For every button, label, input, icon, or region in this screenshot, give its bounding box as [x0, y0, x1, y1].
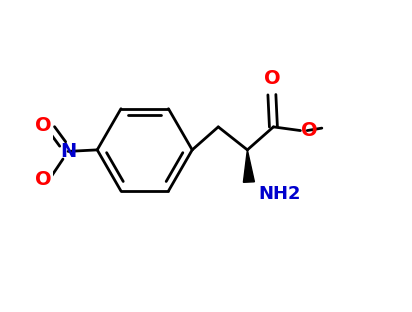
- Text: O: O: [35, 116, 52, 135]
- Text: N: N: [60, 142, 76, 161]
- Text: NH2: NH2: [258, 185, 301, 203]
- Polygon shape: [243, 150, 255, 182]
- Text: O: O: [264, 69, 280, 88]
- Text: O: O: [35, 170, 52, 189]
- Text: O: O: [301, 121, 318, 140]
